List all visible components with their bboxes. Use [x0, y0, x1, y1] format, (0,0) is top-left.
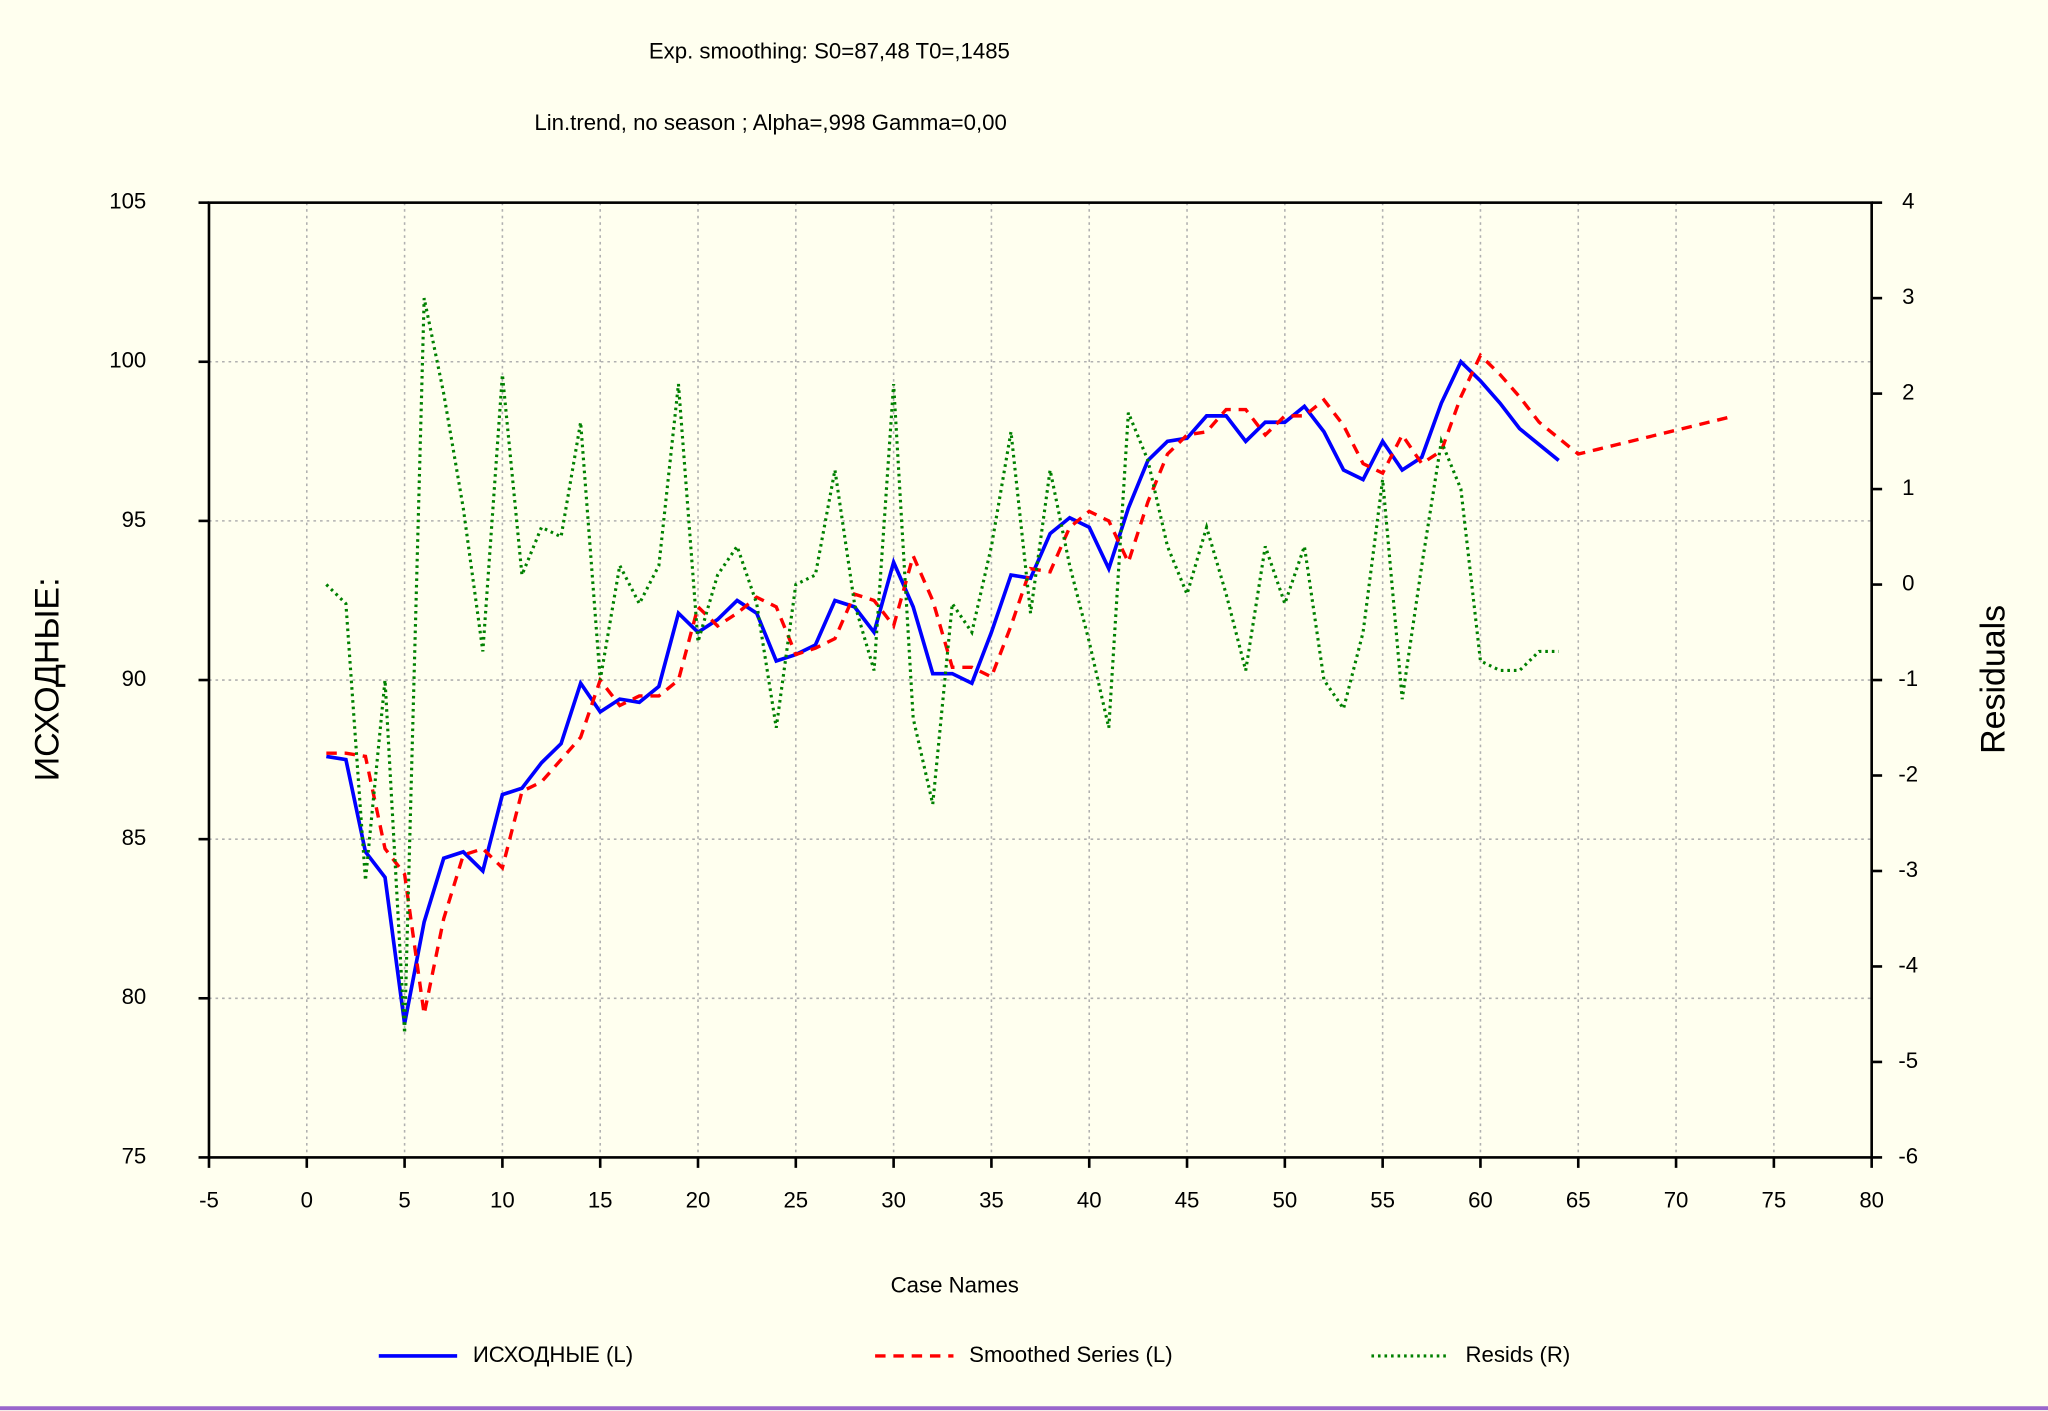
- chart-subtitle: Lin.trend, no season ; Alpha=,998 Gamma=…: [534, 110, 1006, 135]
- chart-title: Exp. smoothing: S0=87,48 T0=,1485: [649, 38, 1010, 63]
- y-tick-label: 80: [122, 984, 147, 1009]
- legend-label: Resids (R): [1465, 1342, 1570, 1367]
- y2-tick-label: 4: [1902, 189, 1914, 214]
- x-tick-label: 10: [490, 1188, 515, 1213]
- y2-tick-label: -4: [1898, 952, 1918, 977]
- y-axis-label: ИСХОДНЫЕ:: [29, 577, 67, 781]
- x-tick-label: 80: [1859, 1188, 1884, 1213]
- x-tick-label: 45: [1175, 1188, 1200, 1213]
- y2-tick-label: 0: [1902, 570, 1914, 595]
- y-tick-label: 85: [122, 825, 147, 850]
- y2-tick-label: -1: [1898, 666, 1918, 691]
- y-tick-label: 90: [122, 666, 147, 691]
- x-tick-label: 20: [686, 1188, 711, 1213]
- series-line: [326, 352, 1736, 1015]
- y-tick-label: 100: [109, 348, 146, 373]
- y2-axis-label: Residuals: [1975, 605, 2013, 754]
- x-tick-label: 60: [1468, 1188, 1493, 1213]
- legend-label: Smoothed Series (L): [969, 1342, 1172, 1367]
- x-tick-label: 55: [1370, 1188, 1395, 1213]
- y2-tick-label: 1: [1902, 475, 1914, 500]
- x-tick-label: 30: [881, 1188, 906, 1213]
- x-tick-label: 65: [1566, 1188, 1591, 1213]
- y2-tick-label: 2: [1902, 379, 1914, 404]
- x-tick-label: 40: [1077, 1188, 1102, 1213]
- x-tick-label: 25: [783, 1188, 808, 1213]
- legend-label: ИСХОДНЫЕ (L): [473, 1342, 633, 1367]
- y-tick-label: 105: [109, 189, 146, 214]
- x-axis-label: Case Names: [891, 1273, 1019, 1298]
- x-tick-label: 70: [1664, 1188, 1689, 1213]
- y2-tick-label: -6: [1898, 1143, 1918, 1168]
- plot-frame: [207, 201, 1873, 1159]
- x-tick-label: -5: [199, 1188, 219, 1213]
- y-tick-label: 95: [122, 507, 147, 532]
- x-tick-label: 75: [1762, 1188, 1787, 1213]
- y2-tick-label: -2: [1898, 761, 1918, 786]
- x-tick-label: 15: [588, 1188, 613, 1213]
- y2-tick-label: -3: [1898, 857, 1918, 882]
- x-tick-label: 35: [979, 1188, 1004, 1213]
- series-line: [326, 358, 1560, 1025]
- x-tick-label: 50: [1272, 1188, 1297, 1213]
- y2-tick-label: -5: [1898, 1048, 1918, 1073]
- x-tick-label: 0: [301, 1188, 313, 1213]
- y-tick-label: 75: [122, 1143, 147, 1168]
- y2-tick-label: 3: [1902, 284, 1914, 309]
- x-tick-label: 5: [398, 1188, 410, 1213]
